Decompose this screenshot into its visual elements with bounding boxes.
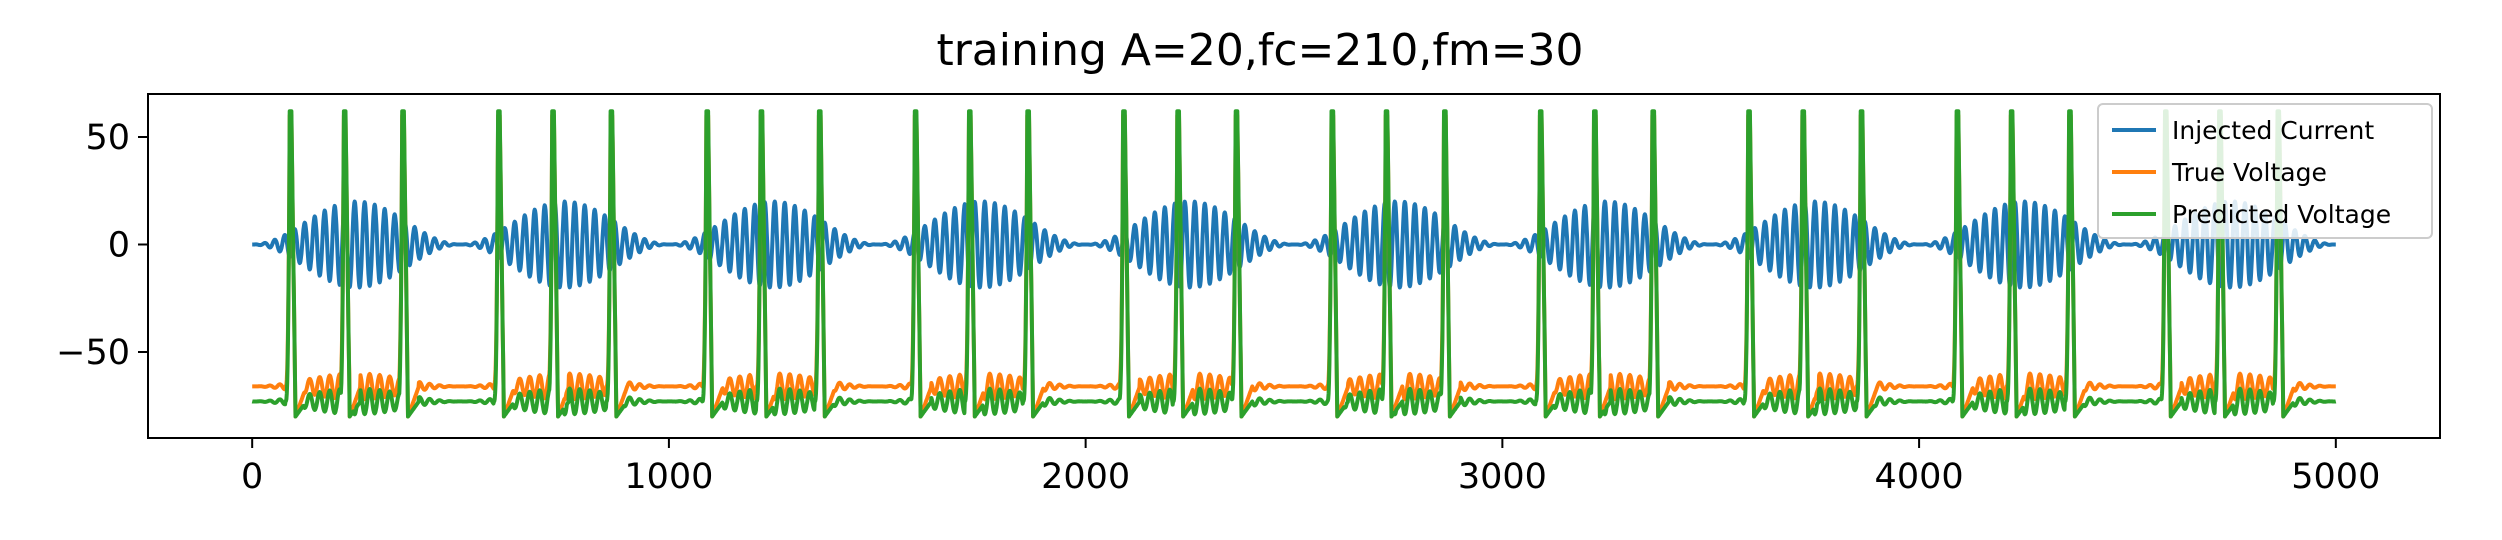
plot-area [250, 109, 2338, 419]
series-line-predicted-voltage [250, 109, 2338, 419]
x-tick-label: 5000 [2291, 457, 2380, 497]
x-tick-label: 1000 [624, 457, 713, 497]
x-tick-label: 3000 [1458, 457, 1547, 497]
series-group [250, 109, 2338, 419]
x-tick-label: 4000 [1875, 457, 1964, 497]
y-tick-label: 0 [108, 226, 130, 266]
legend-label: Predicted Voltage [2172, 200, 2391, 229]
chart-title: training A=20,fc=210,fm=30 [936, 25, 1583, 76]
series-line-true-voltage [250, 113, 2338, 419]
y-tick-label: 50 [85, 118, 130, 158]
x-tick-label: 0 [241, 457, 263, 497]
series-line-injected-current [250, 199, 2338, 290]
legend: Injected Current True Voltage Predicted Vo… [2097, 103, 2433, 239]
legend-label: True Voltage [2171, 158, 2327, 187]
y-tick-label: −50 [56, 333, 130, 373]
axes: 0 1000 2000 3000 4000 5000 −50 0 50 [56, 93, 2441, 497]
legend-box [2097, 103, 2433, 239]
plot-frame [147, 93, 2441, 439]
x-tick-label: 2000 [1041, 457, 1130, 497]
legend-label: Injected Current [2172, 116, 2374, 145]
